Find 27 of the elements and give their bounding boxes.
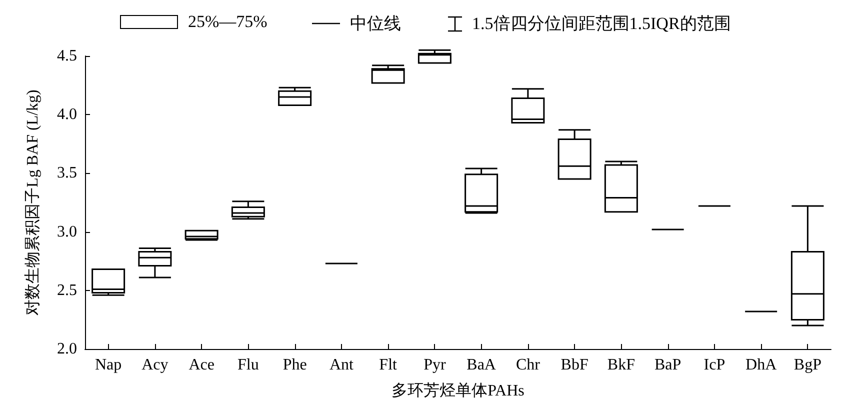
x-tick-label: Ant — [329, 356, 354, 374]
x-tick-label: Pyr — [424, 356, 446, 374]
text: 25%—75% — [188, 12, 268, 32]
x-tick-label: IcP — [704, 356, 726, 374]
x-axis-title: 多环芳烃单体PAHs — [392, 382, 524, 400]
x-tick-label: Flt — [379, 356, 398, 374]
text: 1.5倍四分位间距范围1.5IQR的范围 — [472, 13, 731, 35]
x-tick-label: BkF — [607, 356, 636, 374]
y-tick-label: 4.0 — [57, 106, 77, 124]
x-tick-label: Nap — [94, 356, 122, 374]
x-tick-label: DhA — [746, 356, 778, 374]
x-tick-label: BgP — [794, 356, 822, 374]
x-tick-label: BaA — [466, 356, 496, 374]
x-tick-label: BaP — [654, 356, 682, 374]
y-tick-label: 2.0 — [57, 340, 77, 358]
x-tick-label: Acy — [142, 356, 168, 374]
x-tick-label: Ace — [188, 356, 214, 374]
y-tick-label: 2.5 — [57, 282, 77, 299]
x-tick-label: Flu — [238, 356, 259, 374]
y-tick-label: 4.5 — [57, 48, 77, 64]
y-axis-title: 对数生物累积因子Lg BAF (L/kg) — [24, 90, 42, 316]
x-tick-label: Phe — [282, 356, 307, 374]
y-tick-label: 3.5 — [57, 164, 77, 182]
text: 中位线 — [350, 13, 401, 35]
x-tick-label: BbF — [560, 356, 588, 374]
y-tick-label: 3.0 — [57, 223, 77, 240]
x-tick-label: Chr — [516, 356, 541, 374]
